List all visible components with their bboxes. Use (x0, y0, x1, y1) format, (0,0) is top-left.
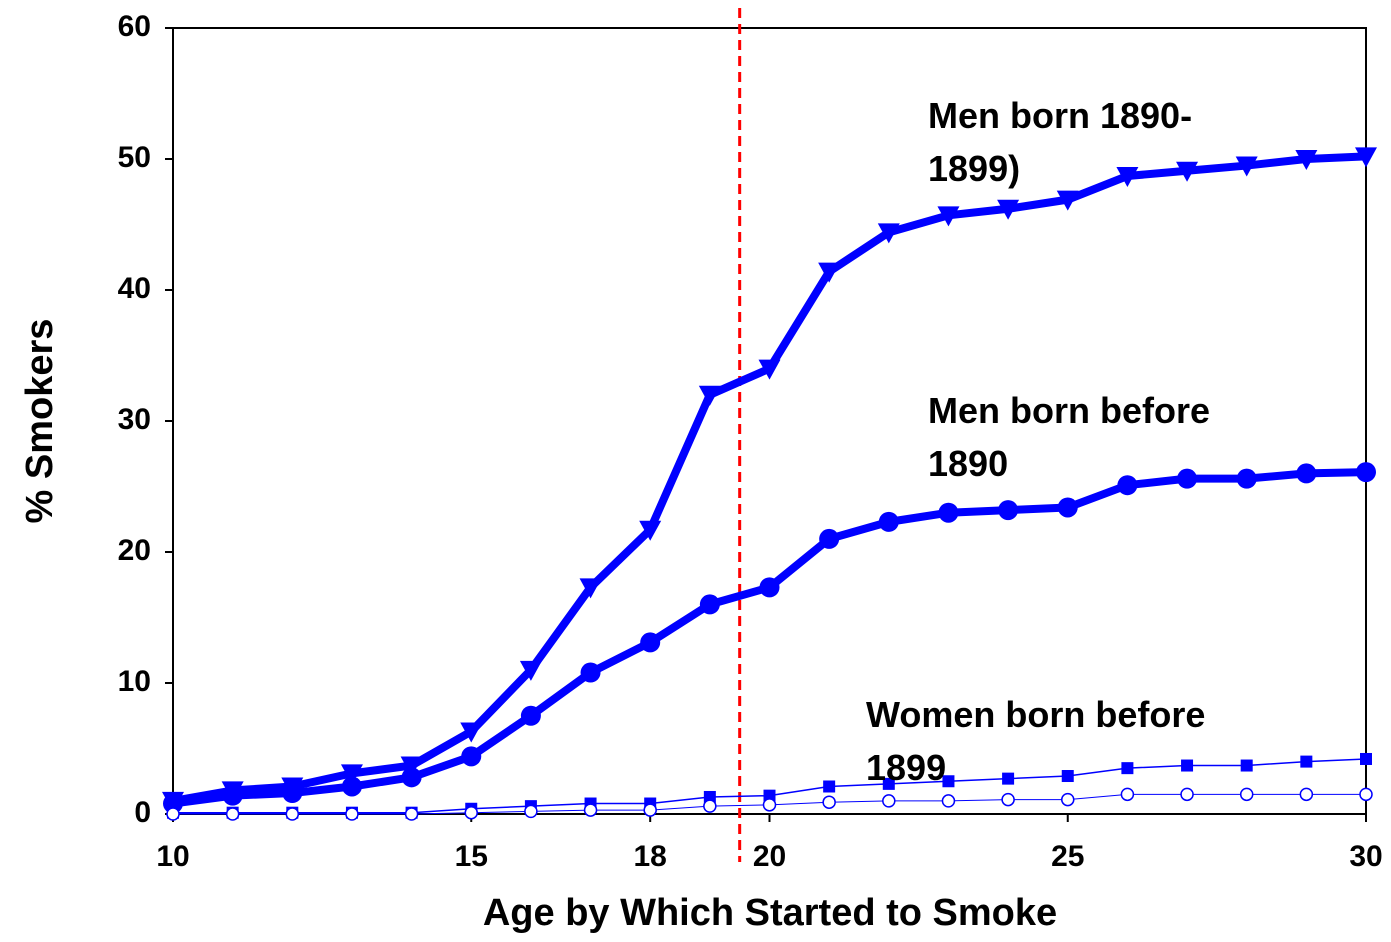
marker (1002, 772, 1015, 785)
x-tick-label: 18 (634, 840, 667, 873)
marker (877, 223, 900, 244)
marker (345, 807, 359, 821)
marker (703, 790, 716, 803)
marker (640, 632, 661, 653)
marker (938, 502, 959, 523)
marker (819, 528, 840, 549)
marker (1356, 462, 1376, 483)
marker (340, 764, 363, 785)
marker (461, 746, 482, 767)
marker (464, 805, 478, 820)
marker (1057, 497, 1078, 518)
marker (1300, 755, 1313, 768)
marker (763, 789, 776, 802)
marker (823, 780, 836, 793)
marker (1056, 190, 1079, 211)
marker (1177, 468, 1198, 489)
y-tick-label: 10 (118, 665, 151, 698)
marker (1239, 787, 1254, 802)
marker (519, 660, 542, 681)
y-tick-label: 50 (118, 141, 151, 174)
marker (1295, 150, 1318, 170)
marker (341, 776, 362, 797)
marker (942, 775, 955, 788)
marker (698, 385, 721, 406)
marker (1116, 167, 1139, 188)
marker (1176, 161, 1199, 182)
marker (1360, 752, 1372, 765)
marker (524, 804, 538, 819)
y-tick-label: 20 (118, 534, 151, 567)
marker (1001, 792, 1015, 807)
marker (400, 756, 423, 777)
marker (882, 777, 895, 790)
series-label-line: 1899) (928, 148, 1020, 189)
x-tick-label: 10 (156, 840, 189, 873)
marker (1296, 463, 1317, 484)
marker (1117, 475, 1138, 496)
y-tick-label: 30 (118, 403, 151, 436)
series-label-line: Men born 1890- (928, 95, 1192, 136)
marker (1236, 468, 1257, 489)
marker (998, 500, 1019, 521)
y-tick-label: 60 (118, 10, 151, 43)
marker (941, 794, 956, 808)
marker (997, 199, 1020, 220)
marker (937, 206, 960, 227)
marker (1121, 762, 1134, 775)
marker (404, 807, 419, 821)
marker (882, 794, 896, 808)
marker (579, 578, 602, 599)
series-label-line: 1890 (928, 443, 1008, 484)
series-label: Men born before 1890 (928, 390, 1210, 484)
marker (520, 705, 541, 726)
marker (878, 511, 899, 532)
marker (222, 785, 243, 806)
marker (1120, 787, 1135, 802)
marker (1180, 787, 1194, 802)
y-axis-title: % Smokers (19, 319, 61, 524)
x-tick-label: 25 (1051, 840, 1084, 873)
marker (225, 807, 240, 821)
marker (1061, 792, 1075, 807)
marker (583, 803, 598, 817)
marker (818, 262, 841, 283)
y-tick-label: 40 (118, 272, 151, 305)
x-tick-label: 20 (753, 840, 786, 873)
x-axis-title: Age by Which Started to Smoke (483, 892, 1057, 934)
series-line (172, 468, 1367, 808)
marker (759, 577, 780, 598)
x-tick-label: 30 (1349, 840, 1382, 873)
y-tick-label: 0 (134, 796, 151, 829)
marker (762, 798, 777, 812)
series-label-line: Women born before (866, 694, 1205, 735)
marker (1355, 147, 1377, 168)
marker (580, 662, 601, 683)
marker (1359, 787, 1373, 802)
marker (758, 359, 781, 380)
x-tick-label: 15 (455, 840, 488, 873)
marker (1299, 787, 1314, 802)
marker (166, 807, 180, 821)
marker (643, 803, 657, 817)
series-label-line: 1899 (866, 747, 946, 788)
marker (703, 799, 717, 813)
marker (1240, 759, 1253, 772)
marker (699, 594, 720, 615)
series-label-line: Men born before (928, 390, 1210, 431)
marker (639, 520, 662, 541)
marker (285, 807, 300, 821)
marker (401, 767, 422, 788)
marker (282, 783, 303, 804)
marker (1181, 759, 1194, 772)
marker (1235, 156, 1258, 177)
marker (822, 795, 836, 809)
marker (460, 722, 483, 743)
series-label: Men born 1890- 1899) (928, 95, 1192, 189)
marker (1061, 770, 1074, 783)
series-label: Women born before 1899 (866, 694, 1205, 788)
